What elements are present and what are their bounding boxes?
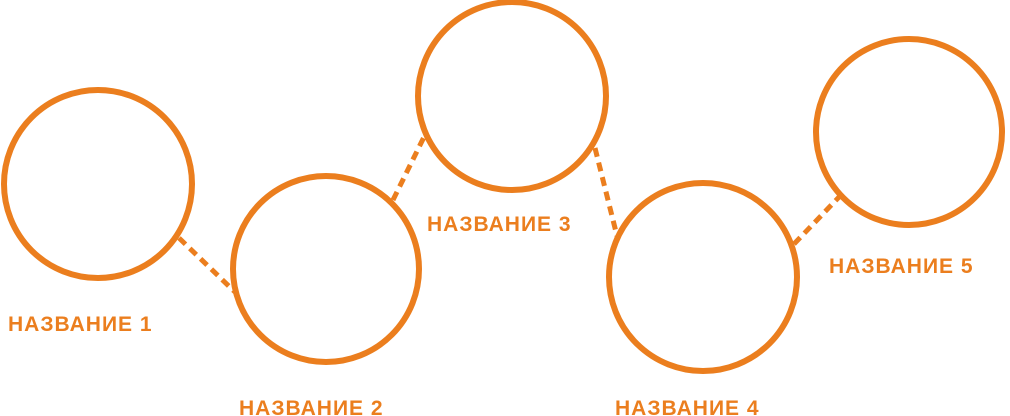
node-circle-3	[415, 0, 609, 193]
node-circle-4	[606, 180, 800, 374]
connector-3-4	[592, 147, 620, 237]
connector-2-3	[390, 135, 427, 202]
connector-1-2	[177, 236, 237, 294]
node-circle-1	[1, 87, 195, 281]
node-circle-5	[813, 36, 1005, 228]
node-label-1: НАЗВАНИЕ 1	[8, 313, 153, 336]
node-label-5: НАЗВАНИЕ 5	[829, 255, 974, 278]
node-label-4: НАЗВАНИЕ 4	[615, 397, 760, 416]
node-label-2: НАЗВАНИЕ 2	[239, 397, 384, 416]
node-circle-2	[230, 173, 422, 365]
node-label-3: НАЗВАНИЕ 3	[427, 213, 572, 236]
connector-4-5	[792, 194, 842, 246]
